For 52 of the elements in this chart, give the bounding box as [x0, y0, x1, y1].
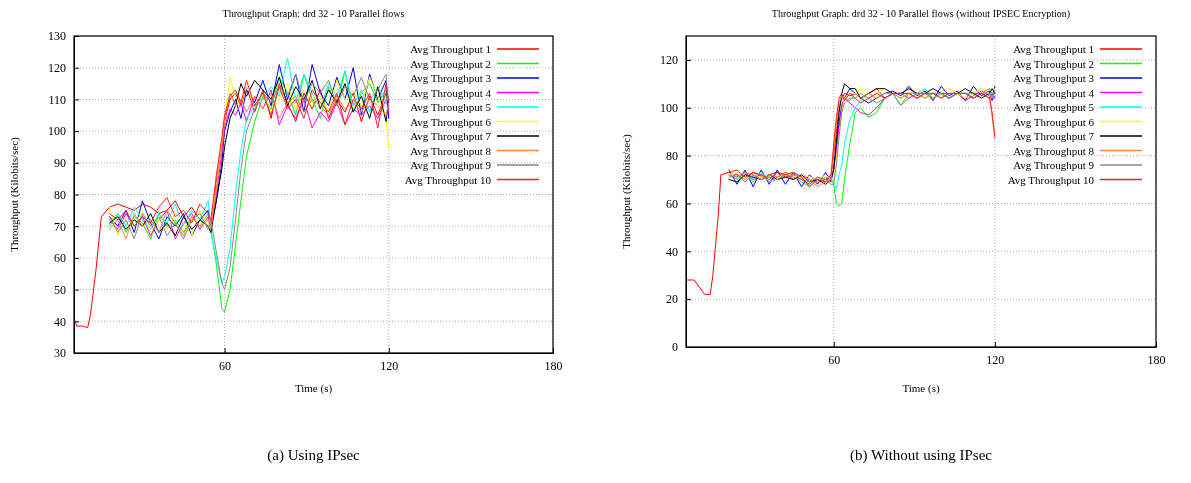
- y-tick-label: 70: [54, 219, 66, 234]
- y-tick-label: 100: [660, 101, 678, 116]
- legend-label: Avg Throughput 5: [410, 101, 492, 113]
- x-tick-label: 60: [219, 358, 232, 373]
- legend-label: Avg Throughput 9: [410, 159, 492, 171]
- chart-title: Throughput Graph: drd 32 - 10 Parallel flows (without IPSEC Encryption): [771, 8, 1071, 20]
- x-tick-label: 180: [544, 358, 563, 373]
- y-tick-label: 20: [666, 292, 678, 307]
- y-tick-label: 120: [660, 53, 678, 68]
- legend-label: Avg Throughput 1: [410, 43, 491, 55]
- y-tick-label: 90: [54, 156, 66, 171]
- y-axis-title: Throughput (Kilobits/sec): [620, 133, 633, 249]
- legend-label: Avg Throughput 9: [1013, 159, 1095, 171]
- y-tick-label: 30: [54, 346, 66, 361]
- y-tick-label: 60: [666, 196, 678, 211]
- y-tick-label: 0: [672, 340, 678, 355]
- text: (b) Without using IPsec: [849, 447, 993, 464]
- y-tick-label: 40: [54, 314, 66, 329]
- y-tick-label: 50: [54, 282, 66, 297]
- legend-label: Avg Throughput 1: [1013, 43, 1094, 55]
- y-tick-label: 120: [48, 61, 66, 76]
- legend-label: Avg Throughput 2: [1013, 57, 1094, 70]
- legend-label: Avg Throughput 6: [410, 115, 492, 128]
- x-axis-title: Time (s): [294, 382, 333, 395]
- y-tick-label: 80: [666, 148, 678, 163]
- legend-label: Avg Throughput 10: [1007, 173, 1095, 186]
- y-tick-label: 40: [666, 244, 678, 259]
- y-tick-label: 110: [48, 92, 66, 107]
- legend-label: Avg Throughput 5: [1013, 101, 1095, 113]
- text: (a) Using IPsec: [267, 447, 361, 464]
- legend-label: Avg Throughput 7: [1013, 130, 1095, 142]
- x-tick-label: 60: [828, 352, 841, 367]
- legend-label: Avg Throughput 2: [410, 57, 491, 70]
- y-axis-title: Throughput (Kilobits/sec): [8, 136, 21, 252]
- legend-label: Avg Throughput 6: [1013, 115, 1095, 128]
- legend-label: Avg Throughput 3: [410, 72, 492, 84]
- legend-label: Avg Throughput 10: [404, 173, 492, 186]
- legend-label: Avg Throughput 8: [1013, 144, 1095, 157]
- y-tick-label: 60: [54, 251, 66, 266]
- legend-label: Avg Throughput 4: [410, 86, 492, 99]
- x-axis-title: Time (s): [902, 382, 940, 395]
- legend-label: Avg Throughput 3: [1013, 72, 1095, 84]
- y-tick-label: 130: [48, 29, 66, 44]
- x-tick-label: 120: [986, 352, 1005, 367]
- x-tick-label: 120: [380, 358, 399, 373]
- y-tick-label: 100: [48, 124, 66, 139]
- legend-label: Avg Throughput 7: [410, 130, 492, 142]
- x-tick-label: 180: [1147, 352, 1166, 367]
- legend-label: Avg Throughput 4: [1013, 86, 1095, 99]
- y-tick-label: 80: [54, 187, 66, 202]
- legend-label: Avg Throughput 8: [410, 144, 492, 157]
- chart-title: Throughput Graph: drd 32 - 10 Parallel flows: [222, 8, 405, 19]
